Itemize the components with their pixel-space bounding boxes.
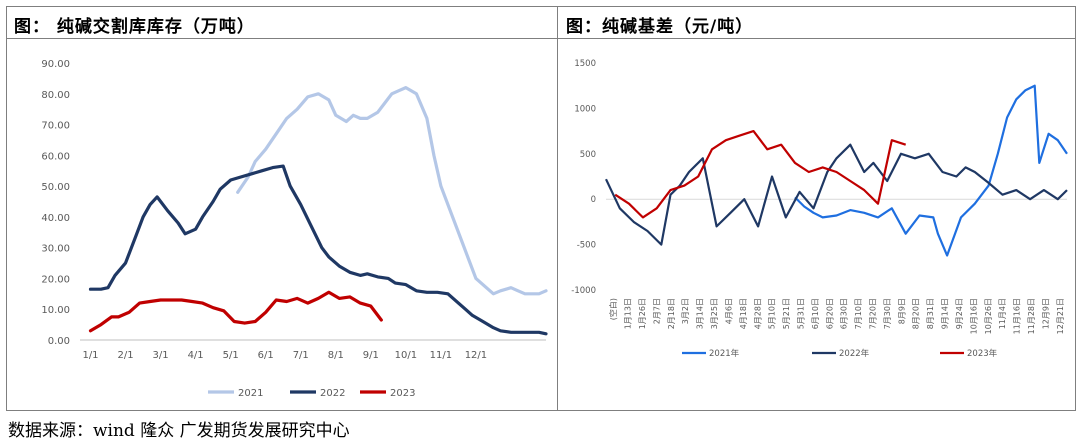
x-tick-label-19: 7月30日 bbox=[883, 298, 892, 329]
x-tick-label-5: 3月2日 bbox=[681, 298, 690, 324]
x-tick-label-21: 8月20日 bbox=[912, 298, 921, 329]
x-tick-label-31: 12月21日 bbox=[1056, 298, 1065, 334]
series-line-2021 bbox=[236, 85, 548, 296]
y-tick-label-3: 30.00 bbox=[41, 244, 70, 255]
x-tick-label-11: 12/1 bbox=[465, 350, 487, 361]
x-tick-label-29: 11月28日 bbox=[1027, 298, 1036, 334]
x-tick-label-6: 7/1 bbox=[293, 350, 309, 361]
y-tick-label-9: 90.00 bbox=[41, 59, 70, 70]
x-tick-label-8: 4月6日 bbox=[724, 298, 733, 324]
x-tick-label-15: 6月20日 bbox=[825, 298, 834, 329]
x-tick-label-7: 8/1 bbox=[328, 350, 344, 361]
y-tick-label-4: 40.00 bbox=[41, 213, 70, 224]
basis-chart: -1000 -500 0 500 1000 1500 (空白) 1月13日 1月26日 2月7日 2… bbox=[571, 59, 1068, 359]
panel-divider bbox=[557, 6, 558, 411]
x-tick-label-8: 9/1 bbox=[363, 350, 379, 361]
x-tick-label-4: 5/1 bbox=[223, 350, 239, 361]
legend-label-2022: 2022 bbox=[320, 388, 345, 399]
legend-label-2021年: 2021年 bbox=[709, 348, 740, 359]
x-tick-label-3: 2月7日 bbox=[652, 298, 661, 324]
x-tick-label-30: 12月9日 bbox=[1041, 298, 1050, 329]
y-tick-label-1: 10.00 bbox=[41, 305, 70, 316]
x-tick-label-11: 5月10日 bbox=[768, 298, 777, 329]
legend-label-2023年: 2023年 bbox=[967, 348, 998, 359]
y-tick-label-1: -500 bbox=[577, 241, 596, 251]
data-source-note: 数据来源：wind 隆众 广发期货发展研究中心 bbox=[8, 421, 350, 441]
x-tick-label-9: 10/1 bbox=[395, 350, 417, 361]
x-tick-label-22: 8月31日 bbox=[926, 298, 935, 329]
x-tick-label-10: 11/1 bbox=[430, 350, 452, 361]
x-tick-label-18: 7月20日 bbox=[869, 298, 878, 329]
right-title-underline bbox=[558, 38, 1076, 39]
x-tick-label-10: 4月28日 bbox=[753, 298, 762, 329]
y-tick-label-4: 1000 bbox=[574, 104, 596, 114]
y-tick-label-2: 0 bbox=[591, 195, 596, 205]
series-line-2022 bbox=[88, 164, 548, 336]
series-line-2023年 bbox=[614, 129, 907, 219]
legend-label-2022年: 2022年 bbox=[839, 348, 870, 359]
x-tick-label-9: 4月18日 bbox=[739, 298, 748, 329]
x-tick-label-26: 10月26日 bbox=[984, 298, 993, 334]
x-tick-label-7: 3月25日 bbox=[710, 298, 719, 329]
x-tick-label-4: 2月18日 bbox=[667, 298, 676, 329]
left-panel-title: 图： 纯碱交割库库存（万吨） bbox=[14, 17, 255, 37]
x-tick-label-13: 5月31日 bbox=[796, 298, 805, 329]
x-tick-label-28: 11月16日 bbox=[1013, 298, 1022, 334]
x-tick-label-17: 7月10日 bbox=[854, 298, 863, 329]
x-tick-label-6: 3月14日 bbox=[696, 298, 705, 329]
x-tick-label-1: 2/1 bbox=[118, 350, 134, 361]
y-tick-label-3: 500 bbox=[580, 150, 596, 160]
x-tick-label-23: 9月14日 bbox=[941, 298, 950, 329]
x-tick-label-24: 9月24日 bbox=[955, 298, 964, 329]
x-tick-label-20: 8月9日 bbox=[897, 298, 906, 324]
y-tick-label-7: 70.00 bbox=[41, 121, 70, 132]
y-tick-label-0: 0.00 bbox=[48, 336, 70, 347]
x-tick-label-16: 6月30日 bbox=[840, 298, 849, 329]
y-tick-label-5: 50.00 bbox=[41, 182, 70, 193]
x-tick-label-0: (空白) bbox=[608, 298, 618, 320]
y-tick-label-5: 1500 bbox=[574, 59, 596, 69]
y-tick-label-0: -1000 bbox=[571, 286, 596, 296]
y-tick-label-6: 60.00 bbox=[41, 151, 70, 162]
legend-label-2023: 2023 bbox=[390, 388, 415, 399]
series-line-2023 bbox=[88, 290, 383, 333]
figure-frame bbox=[6, 6, 1076, 411]
left-title-underline bbox=[6, 38, 557, 39]
right-panel-title: 图：纯碱基差（元/吨） bbox=[566, 17, 754, 37]
x-tick-label-1: 1月13日 bbox=[624, 298, 633, 329]
y-tick-label-2: 20.00 bbox=[41, 274, 70, 285]
x-tick-label-14: 6月10日 bbox=[811, 298, 820, 329]
x-tick-label-12: 5月21日 bbox=[782, 298, 791, 329]
x-tick-label-2: 1月26日 bbox=[638, 298, 647, 329]
y-tick-label-8: 80.00 bbox=[41, 90, 70, 101]
x-tick-label-3: 4/1 bbox=[188, 350, 204, 361]
legend-label-2021: 2021 bbox=[238, 388, 263, 399]
series-line-2021年 bbox=[794, 84, 1068, 257]
series-line-2022年 bbox=[605, 143, 1068, 246]
x-tick-label-0: 1/1 bbox=[82, 350, 98, 361]
x-tick-label-2: 3/1 bbox=[153, 350, 169, 361]
inventory-chart: 0.00 10.00 20.00 30.00 40.00 50.00 60.00 70.00 8… bbox=[41, 59, 548, 399]
x-tick-label-27: 11月4日 bbox=[998, 298, 1007, 329]
x-tick-label-25: 10月16日 bbox=[969, 298, 978, 334]
x-tick-label-5: 6/1 bbox=[258, 350, 274, 361]
